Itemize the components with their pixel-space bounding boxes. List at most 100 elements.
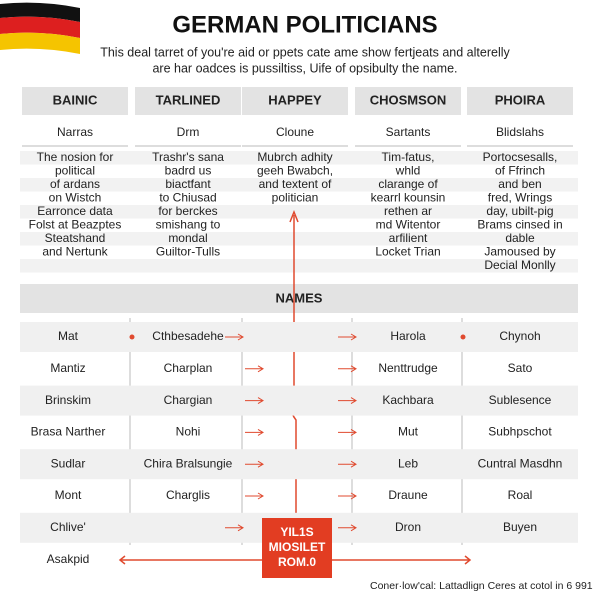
arrow [245, 365, 264, 373]
name-cell: Mont [55, 488, 82, 502]
description-line: md Witentor [376, 218, 441, 232]
description-line: Portocsesalls, [483, 150, 558, 164]
column-subhead: Drm [177, 125, 200, 139]
name-cell: Chargian [164, 393, 213, 407]
column-subhead: Sartants [386, 125, 431, 139]
description-line: for berckes [158, 204, 217, 218]
column-subhead: Cloune [276, 125, 314, 139]
description-line: kearrl kounsin [371, 191, 446, 205]
flag [0, 2, 80, 54]
description-line: Earronce data [37, 204, 113, 218]
description-line: day, ubilt-pig [486, 204, 553, 218]
description-line: Mubrch adhity [257, 150, 332, 164]
arrow [338, 524, 357, 532]
row-bg [20, 385, 578, 416]
badge-text: ROM.0 [278, 555, 316, 569]
stripe [20, 259, 578, 273]
badge-text: YIL1S [280, 525, 313, 539]
description-line: Guiltor-Tulls [156, 245, 220, 259]
footer: Coner·low'cal: Lattadlign Ceres at cotol… [370, 580, 593, 592]
column-header: CHOSMSON [370, 92, 447, 107]
description-line: on Wistch [49, 191, 102, 205]
badge-box [262, 518, 332, 578]
description-line: Steatshand [45, 231, 106, 245]
name-cell: Leb [398, 456, 418, 470]
name-cell: Asakpid [47, 552, 90, 566]
stripe [20, 232, 578, 246]
description-line: dable [505, 231, 535, 245]
header-cell [135, 87, 241, 115]
description-line: Jamoused by [484, 245, 555, 259]
arrow [338, 333, 357, 341]
arrow [245, 460, 264, 468]
name-cell: Subhpschot [488, 425, 552, 439]
name-cell: Chynoh [499, 329, 540, 343]
name-cell: Mut [398, 425, 419, 439]
arrow [225, 333, 244, 341]
description-line: badrd us [165, 164, 212, 178]
description-line: geeh Bwabch, [257, 164, 333, 178]
description-line: rethen ar [384, 204, 432, 218]
description-line: and ben [498, 177, 541, 191]
subtitle: This deal tarret of you're aid or ppets … [100, 45, 510, 59]
name-cell: Sublesence [489, 393, 552, 407]
description-line: Trashr's sana [152, 150, 224, 164]
name-cell: Sato [508, 361, 533, 375]
description-line: to Chiusad [159, 191, 216, 205]
name-cell: Brasa Narther [31, 425, 106, 439]
header-cell [355, 87, 461, 115]
name-cell: Cuntral Masdhn [478, 456, 563, 470]
description-line: of ardans [50, 177, 100, 191]
name-cell: Nenttrudge [378, 361, 438, 375]
description-line: Locket Trian [375, 245, 440, 259]
name-cell: Draune [388, 488, 428, 502]
column-header: TARLINED [156, 92, 221, 107]
section-title: NAMES [276, 290, 323, 305]
stripe [20, 151, 578, 165]
dot [460, 334, 466, 340]
name-cell: Nohi [176, 425, 201, 439]
name-cell: Roal [508, 488, 533, 502]
description-line: Decial Monlly [484, 258, 555, 272]
stripe [20, 205, 578, 219]
section-bar [20, 284, 578, 313]
description-line: fred, Wrings [488, 191, 552, 205]
arrow [338, 428, 357, 436]
column-header: BAINIC [53, 92, 98, 107]
name-cell: Dron [395, 520, 421, 534]
column-header: PHOIRA [495, 92, 546, 107]
description-line: and Nertunk [42, 245, 108, 259]
name-cell: Mantiz [50, 361, 85, 375]
name-cell: Charplan [164, 361, 213, 375]
name-cell: Harola [390, 329, 426, 343]
name-cell: Chlive' [50, 520, 86, 534]
column-subhead: Narras [57, 125, 93, 139]
description-line: clarange of [378, 177, 438, 191]
arrow [338, 397, 357, 405]
name-cell: Chira Bralsungie [144, 456, 233, 470]
arrow [245, 397, 264, 405]
name-cell: Kachbara [382, 393, 434, 407]
name-cell: Brinskim [45, 393, 91, 407]
badge-text: MIOSILET [269, 540, 326, 554]
description-line: political [55, 164, 95, 178]
title: GERMAN POLITICIANS [172, 11, 437, 38]
description-line: arfilient [389, 231, 428, 245]
description-line: and textent of [259, 177, 332, 191]
description-line: Tim-fatus, [382, 150, 435, 164]
name-cell: Mat [58, 329, 79, 343]
subtitle: are har oadces is pussiltiss, Uife of op… [152, 61, 457, 75]
column-subhead: Blidslahs [496, 125, 544, 139]
description-line: politician [272, 191, 319, 205]
stripe [20, 178, 578, 192]
name-cell: Buyen [503, 520, 537, 534]
description-line: whld [395, 164, 421, 178]
description-line: biactfant [165, 177, 211, 191]
description-line: smishang to [156, 218, 221, 232]
arrow [338, 365, 357, 373]
arrow [118, 555, 472, 565]
row-bg [20, 449, 578, 480]
arrow [338, 460, 357, 468]
description-line: Folst at Beazptes [29, 218, 122, 232]
arrow [245, 428, 264, 436]
